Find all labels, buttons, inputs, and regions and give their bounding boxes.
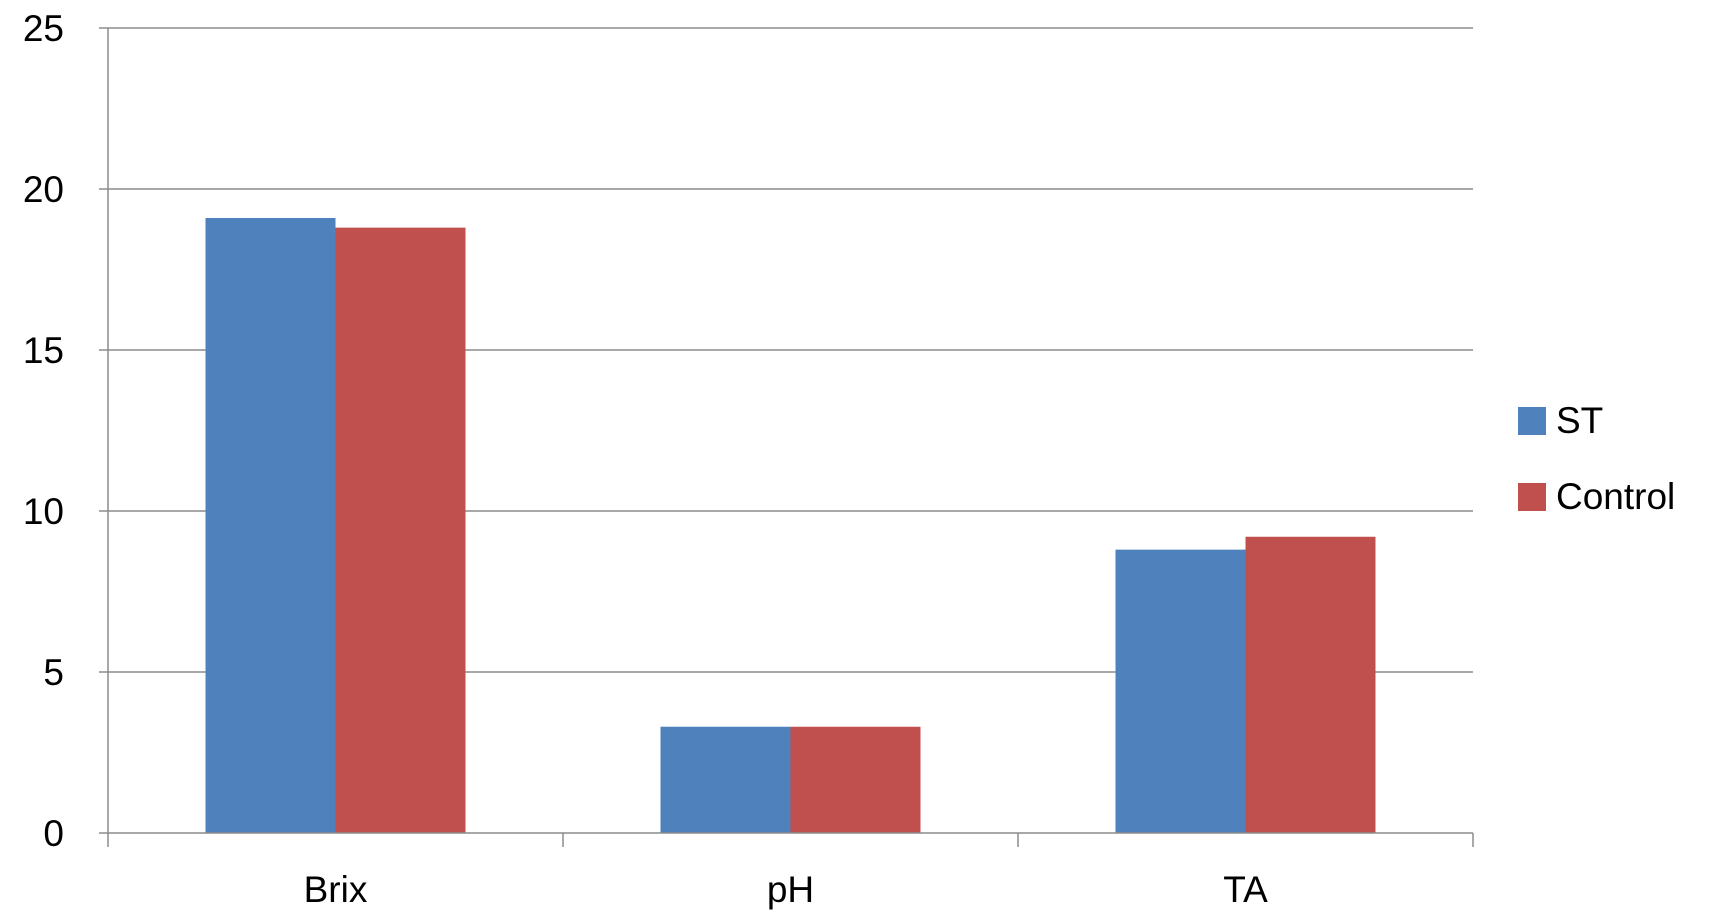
legend-label-st: ST xyxy=(1556,400,1604,441)
bar-control-brix xyxy=(335,227,466,833)
legend-swatch-control xyxy=(1518,483,1546,511)
legend: ST Control xyxy=(1518,400,1676,555)
x-tick-label: TA xyxy=(1223,869,1268,910)
y-tick-label: 20 xyxy=(23,169,64,210)
y-tick-labels: 0 5 10 15 20 25 xyxy=(23,8,64,854)
legend-item-st: ST xyxy=(1518,400,1675,441)
y-tick-label: 5 xyxy=(43,652,64,693)
x-tick-label: pH xyxy=(767,869,814,910)
legend-swatch-st xyxy=(1518,407,1546,435)
bar-control-ph xyxy=(790,726,921,833)
y-tick-label: 10 xyxy=(23,491,64,532)
x-tick-labels: Brix pH TA xyxy=(304,869,1268,910)
bars xyxy=(205,217,1376,834)
x-tick-label: Brix xyxy=(304,869,368,910)
y-tick-label: 15 xyxy=(23,330,64,371)
bar-st-ph xyxy=(660,726,791,833)
y-tick-label: 25 xyxy=(23,8,64,49)
bar-control-ta xyxy=(1245,536,1376,833)
bar-st-brix xyxy=(205,217,336,834)
legend-label-control: Control xyxy=(1556,476,1676,517)
y-tick-label: 0 xyxy=(43,813,64,854)
legend-item-control: Control xyxy=(1518,476,1676,517)
bar-st-ta xyxy=(1115,549,1246,833)
axes xyxy=(99,27,1474,847)
